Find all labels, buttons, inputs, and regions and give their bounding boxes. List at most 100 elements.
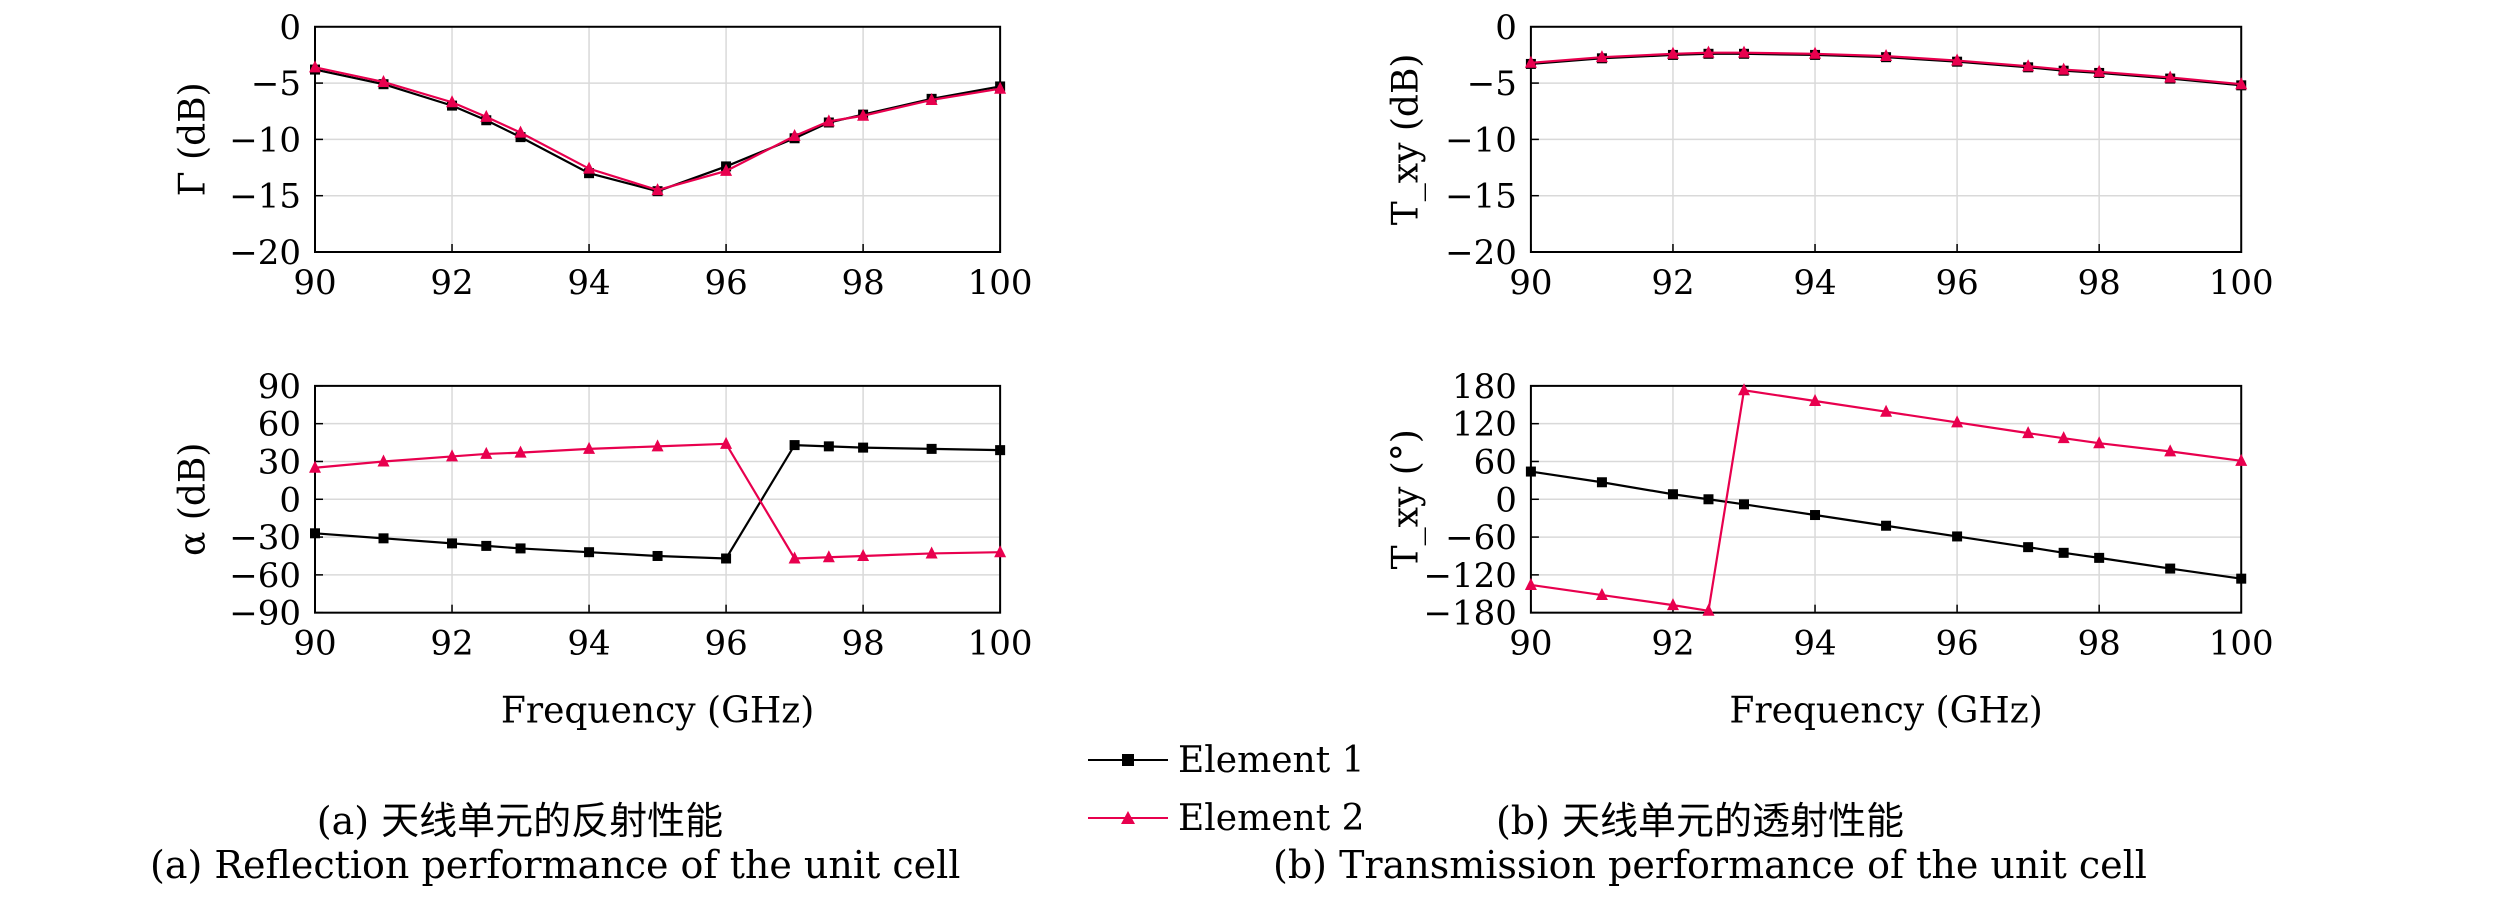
y-tick-label: 60	[258, 405, 301, 445]
data-point	[1951, 53, 1964, 66]
data-point	[446, 449, 459, 462]
data-point	[310, 528, 320, 539]
data-point	[1951, 415, 1964, 428]
data-point	[652, 550, 663, 561]
y-tick-label: 0	[1495, 8, 1517, 48]
y-tick-label: −20	[229, 233, 301, 273]
data-point	[1809, 46, 1822, 59]
x-axis-label: Frequency (GHz)	[501, 691, 814, 732]
data-point	[1702, 45, 1715, 58]
data-point	[1702, 603, 1715, 616]
data-point	[1595, 50, 1608, 63]
y-tick-label: 0	[1495, 480, 1517, 520]
data-point	[1810, 510, 1821, 521]
x-tick-label: 90	[1509, 263, 1552, 303]
x-tick-label: 100	[2209, 624, 2274, 664]
x-tick-label: 92	[430, 624, 473, 664]
y-tick-label: 90	[258, 367, 301, 407]
data-point	[2236, 573, 2247, 584]
x-tick-label: 100	[968, 624, 1033, 664]
data-point	[514, 125, 527, 138]
y-axis-label: α (dB)	[173, 443, 214, 556]
y-tick-label: −60	[229, 556, 301, 596]
data-point	[1666, 46, 1679, 59]
reflection-magnitude-plot: 90 92 94 96 98 100 0 −5 −10 −15 −20 Γ (dB)	[173, 8, 1033, 303]
x-tick-label: 98	[2078, 624, 2121, 664]
data-point	[480, 109, 493, 122]
caption-b-chinese: (b) 天线单元的透射性能	[1495, 799, 1905, 843]
y-axis-label: T_xy (dB)	[1386, 54, 1427, 226]
data-point	[926, 443, 937, 454]
data-point	[1738, 499, 1749, 510]
data-point	[2023, 542, 2034, 553]
data-point	[651, 183, 664, 196]
data-point	[378, 533, 389, 544]
data-point	[1881, 520, 1892, 531]
data-point	[2164, 70, 2177, 83]
data-point	[720, 436, 733, 449]
data-point	[823, 441, 834, 452]
y-tick-label: −90	[229, 594, 301, 634]
plot-frame	[1529, 384, 2243, 614]
data-point	[2235, 453, 2248, 466]
x-tick-label: 98	[2078, 263, 2121, 303]
y-tick-label: −20	[1445, 233, 1517, 273]
data-point	[1525, 466, 1536, 477]
data-point	[2057, 431, 2070, 444]
caption-b-english: (b) Transmission performance of the unit…	[1273, 843, 2147, 887]
x-tick-label: 92	[1651, 263, 1694, 303]
data-point	[651, 439, 664, 452]
x-tick-label: 90	[293, 624, 336, 664]
data-point	[2022, 426, 2035, 439]
data-point	[1737, 383, 1750, 396]
data-point	[2093, 436, 2106, 449]
data-point	[377, 74, 390, 87]
legend-label-element-1: Element 1	[1178, 740, 1365, 781]
data-point	[309, 60, 321, 73]
data-point	[2164, 444, 2177, 457]
y-tick-label: −5	[1467, 64, 1517, 104]
y-tick-label: −30	[229, 518, 301, 558]
data-point	[994, 81, 1007, 94]
data-point	[858, 442, 869, 453]
data-point	[377, 454, 390, 467]
data-point	[789, 440, 800, 451]
data-point	[857, 108, 870, 121]
data-point	[2058, 547, 2069, 558]
data-point	[1880, 404, 1893, 417]
data-point	[309, 460, 321, 473]
data-point	[2022, 59, 2035, 72]
x-tick-label: 90	[1509, 624, 1552, 664]
x-tick-label: 94	[567, 263, 610, 303]
x-tick-label: 96	[1935, 624, 1978, 664]
data-point	[1809, 393, 1822, 406]
data-point	[822, 550, 835, 563]
data-point	[925, 92, 938, 105]
legend-item-element-1: Element 1	[1088, 740, 1408, 781]
data-point	[994, 545, 1007, 558]
y-tick-label: −15	[229, 177, 301, 217]
y-tick-label: 60	[1474, 442, 1517, 482]
data-point	[515, 543, 526, 554]
legend-swatch-element-2	[1088, 811, 1168, 824]
data-point	[1596, 477, 1607, 488]
data-point	[1880, 49, 1893, 62]
series-line	[314, 68, 1001, 193]
data-point	[2165, 563, 2176, 574]
data-point	[2057, 62, 2070, 75]
x-tick-label: 100	[2209, 263, 2274, 303]
y-tick-label: 180	[1452, 367, 1517, 407]
data-point	[2235, 77, 2248, 90]
data-point	[788, 129, 801, 142]
x-tick-label: 96	[704, 624, 747, 664]
data-point	[2094, 552, 2105, 563]
data-point	[1666, 598, 1679, 611]
x-tick-label: 94	[1793, 263, 1836, 303]
y-tick-label: 120	[1452, 405, 1517, 445]
plot-frame	[314, 384, 1002, 614]
plot-frame	[314, 25, 1002, 254]
data-point	[481, 540, 492, 551]
x-tick-label: 96	[704, 263, 747, 303]
x-axis-label: Frequency (GHz)	[1729, 691, 2042, 732]
